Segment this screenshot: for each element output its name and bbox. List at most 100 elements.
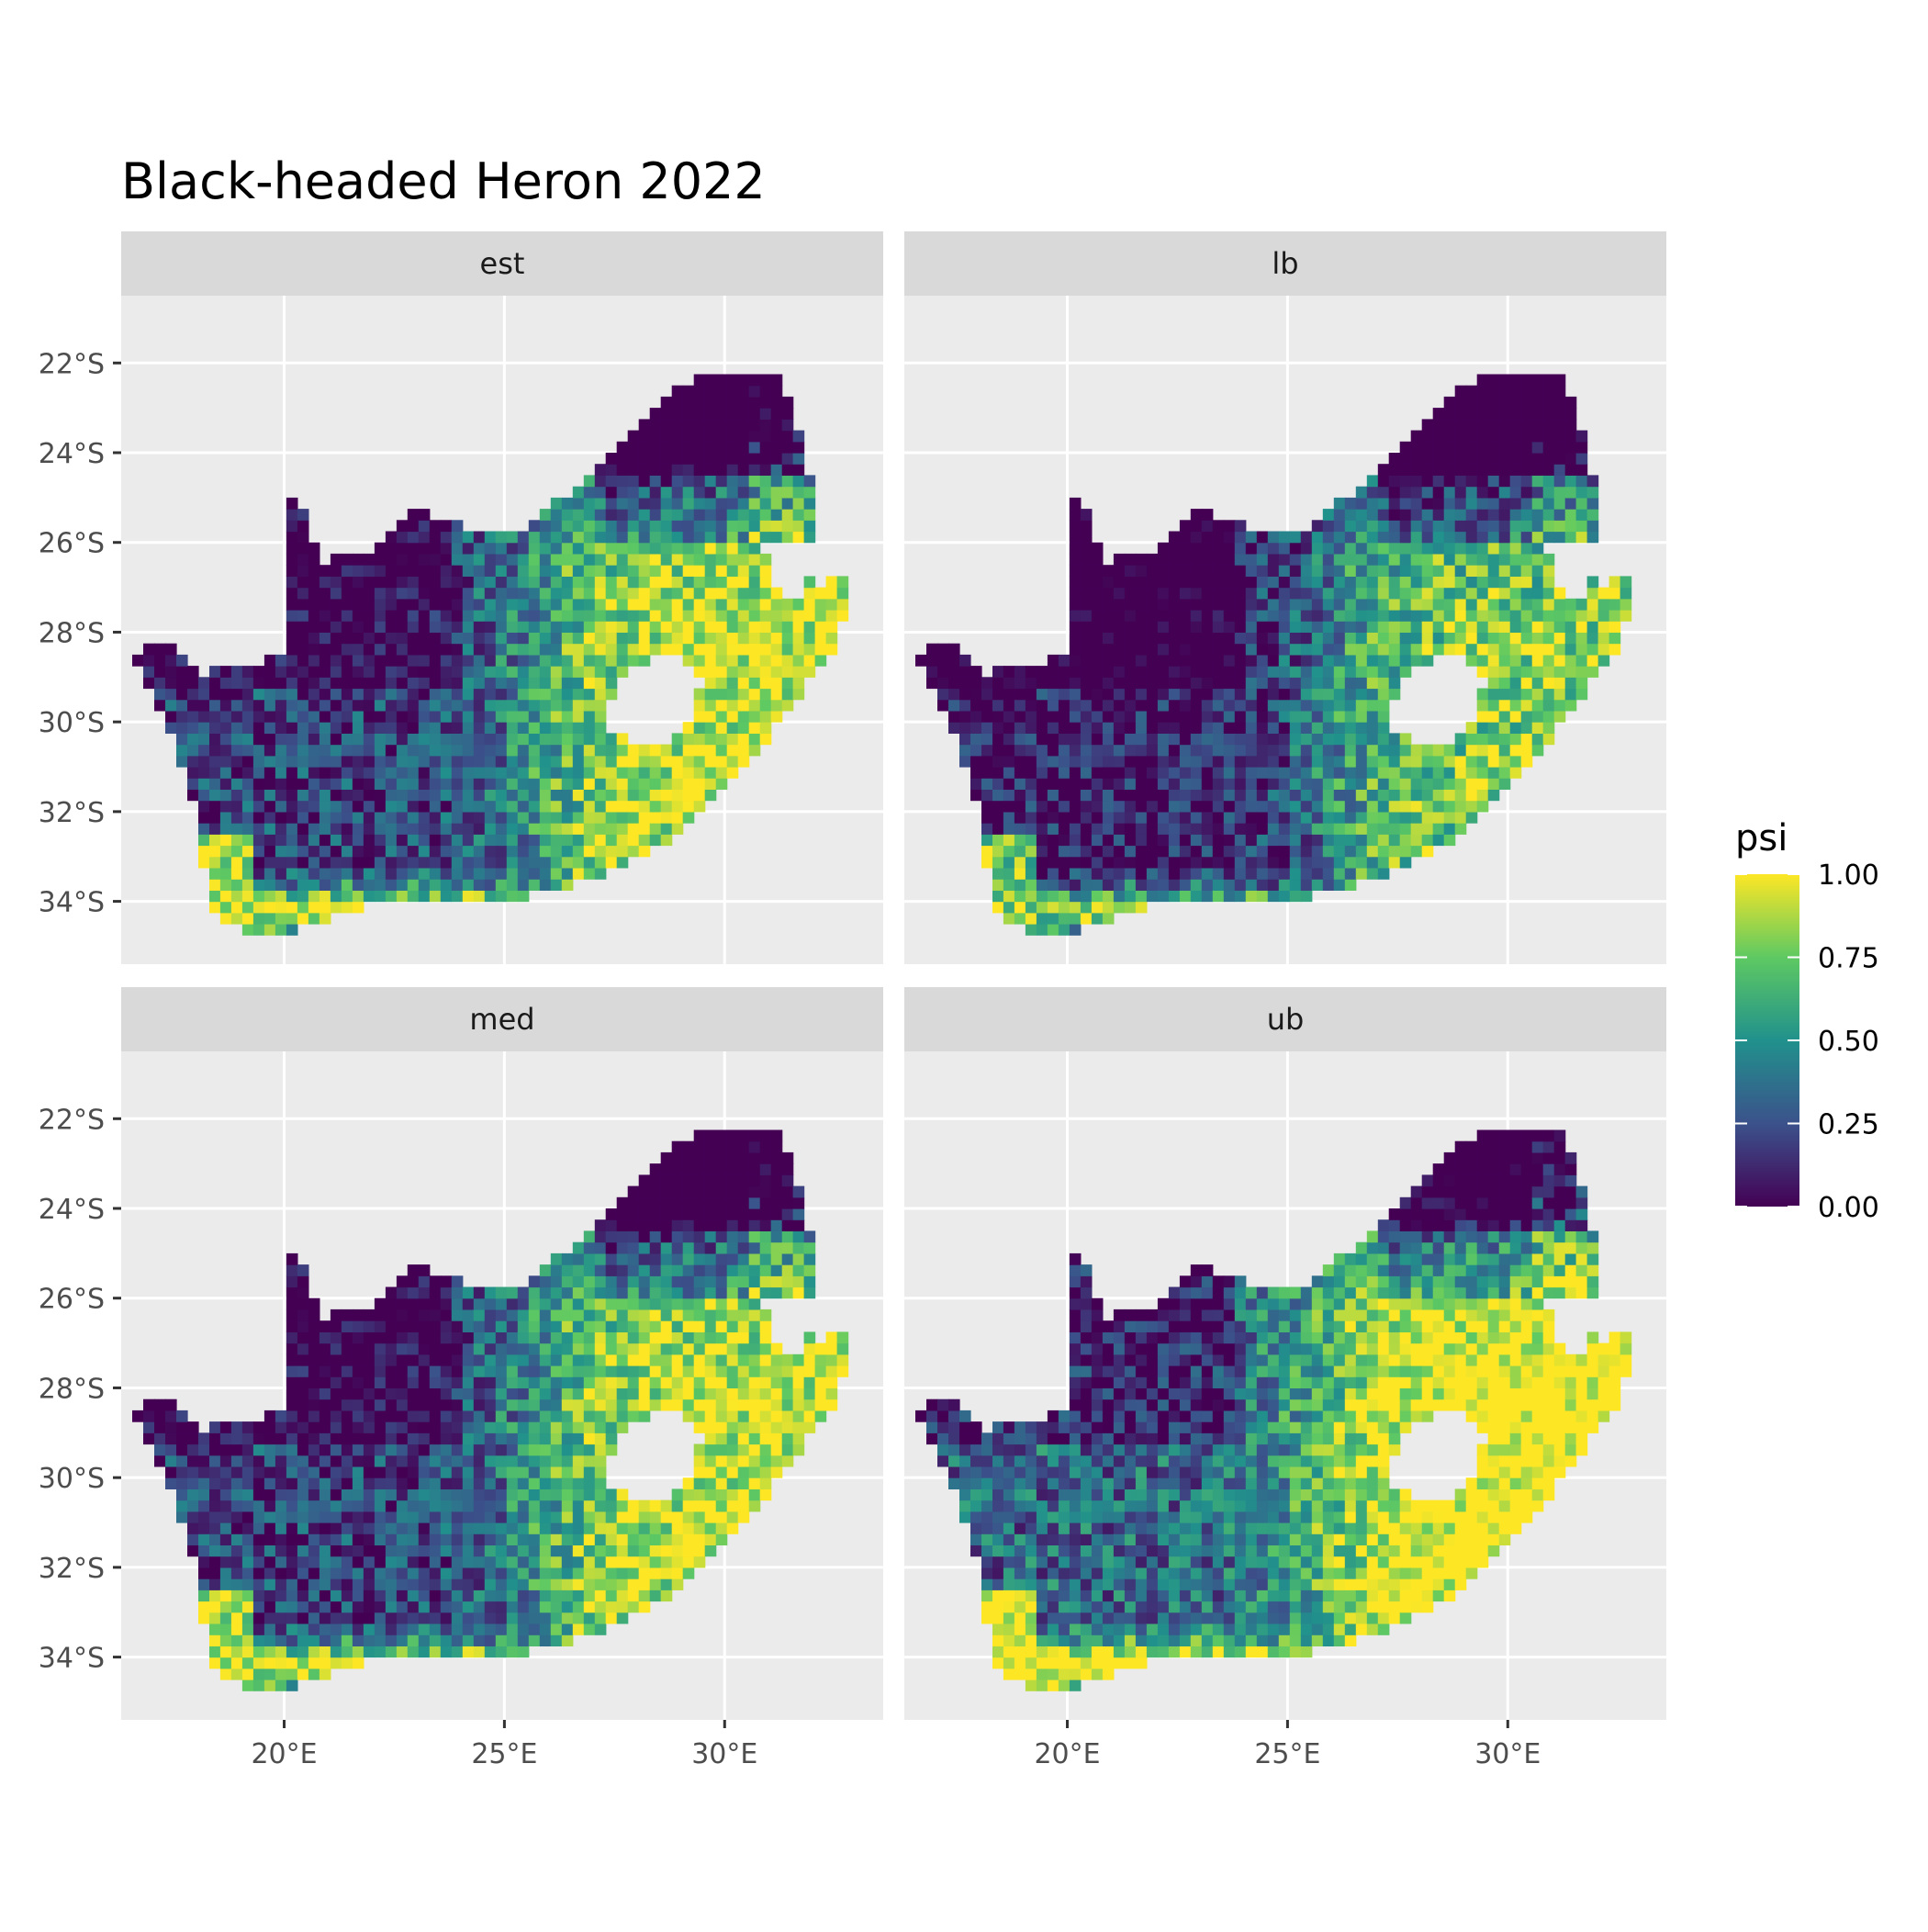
raster-cell xyxy=(253,1522,265,1534)
raster-cell xyxy=(430,1601,442,1613)
raster-cell xyxy=(1510,554,1522,566)
raster-cell xyxy=(375,1320,387,1332)
raster-cell xyxy=(198,1601,210,1613)
raster-cell xyxy=(1125,812,1137,824)
raster-cell xyxy=(441,778,453,790)
raster-cell xyxy=(408,812,420,824)
raster-cell xyxy=(694,745,706,757)
raster-cell xyxy=(617,655,629,667)
raster-cell xyxy=(1466,722,1478,734)
raster-cell xyxy=(1334,733,1346,745)
raster-cell xyxy=(275,1601,287,1613)
raster-cell xyxy=(529,722,541,734)
raster-cell xyxy=(408,1466,420,1478)
raster-cell xyxy=(606,789,618,801)
raster-cell xyxy=(286,532,298,544)
raster-cell xyxy=(749,722,761,734)
raster-cell xyxy=(1191,632,1203,644)
raster-cell xyxy=(419,1376,431,1388)
raster-cell xyxy=(507,621,519,633)
raster-cell xyxy=(584,475,596,487)
raster-cell xyxy=(1598,655,1610,667)
raster-cell xyxy=(198,1522,210,1534)
raster-cell xyxy=(1367,745,1379,757)
raster-cell xyxy=(408,722,420,734)
raster-cell xyxy=(617,801,629,813)
raster-cell xyxy=(1554,599,1566,611)
raster-cell xyxy=(540,1623,552,1635)
raster-cell xyxy=(1433,532,1445,544)
raster-cell xyxy=(419,543,431,555)
raster-cell xyxy=(1477,689,1489,701)
raster-cell xyxy=(606,1331,618,1343)
raster-cell xyxy=(419,1567,431,1579)
raster-cell xyxy=(1312,543,1324,555)
raster-cell xyxy=(650,812,662,824)
raster-cell xyxy=(793,666,805,678)
raster-cell xyxy=(187,745,199,757)
raster-cell xyxy=(1213,834,1225,846)
raster-cell xyxy=(1026,801,1037,813)
raster-cell xyxy=(220,801,232,813)
raster-cell xyxy=(1202,565,1214,577)
raster-cell xyxy=(408,632,420,644)
raster-cell xyxy=(1433,801,1445,813)
raster-cell xyxy=(562,588,574,600)
raster-cell xyxy=(441,1646,453,1657)
raster-cell xyxy=(242,868,254,880)
raster-cell xyxy=(1411,532,1423,544)
raster-cell xyxy=(1147,890,1159,902)
raster-cell xyxy=(253,700,265,712)
raster-cell xyxy=(1422,767,1434,779)
raster-cell xyxy=(584,823,596,835)
raster-cell xyxy=(463,1589,475,1601)
raster-cell xyxy=(198,1500,210,1512)
raster-cell xyxy=(694,655,706,667)
raster-cell xyxy=(507,1298,519,1310)
raster-cell xyxy=(782,475,794,487)
raster-cell xyxy=(518,666,530,678)
raster-cell xyxy=(1246,733,1258,745)
raster-cell xyxy=(760,431,772,443)
raster-cell xyxy=(617,1601,629,1613)
raster-cell xyxy=(1114,812,1126,824)
raster-cell xyxy=(1136,700,1148,712)
raster-cell xyxy=(220,1634,232,1646)
raster-cell xyxy=(1532,644,1544,656)
raster-cell xyxy=(231,745,243,757)
raster-cell xyxy=(319,1522,331,1534)
raster-cell xyxy=(397,834,409,846)
raster-cell xyxy=(1389,498,1401,510)
raster-cell xyxy=(639,554,651,566)
raster-cell xyxy=(1125,834,1137,846)
raster-cell xyxy=(353,1320,364,1332)
raster-cell xyxy=(297,644,309,656)
raster-cell xyxy=(308,1634,320,1646)
raster-cell xyxy=(1422,655,1434,667)
raster-cell xyxy=(628,1275,640,1287)
raster-cell xyxy=(496,689,508,701)
raster-cell xyxy=(551,767,563,779)
raster-cell xyxy=(1510,599,1522,611)
raster-cell xyxy=(463,644,475,656)
raster-cell xyxy=(1268,857,1280,869)
raster-cell xyxy=(1466,543,1478,555)
raster-cell xyxy=(617,1309,629,1321)
raster-cell xyxy=(540,655,552,667)
raster-cell xyxy=(1070,778,1082,790)
raster-cell xyxy=(518,1444,530,1456)
raster-cell xyxy=(1169,644,1181,656)
raster-cell xyxy=(474,801,486,813)
raster-cell xyxy=(253,1544,265,1556)
raster-cell xyxy=(1389,554,1401,566)
raster-cell xyxy=(485,1646,497,1657)
raster-cell xyxy=(353,834,364,846)
raster-cell xyxy=(551,1354,563,1366)
raster-cell xyxy=(518,532,530,544)
raster-cell xyxy=(1389,733,1401,745)
raster-cell xyxy=(529,1432,541,1444)
raster-cell xyxy=(639,655,651,667)
raster-cell xyxy=(672,778,684,790)
raster-cell xyxy=(1092,644,1104,656)
raster-cell xyxy=(375,846,387,858)
